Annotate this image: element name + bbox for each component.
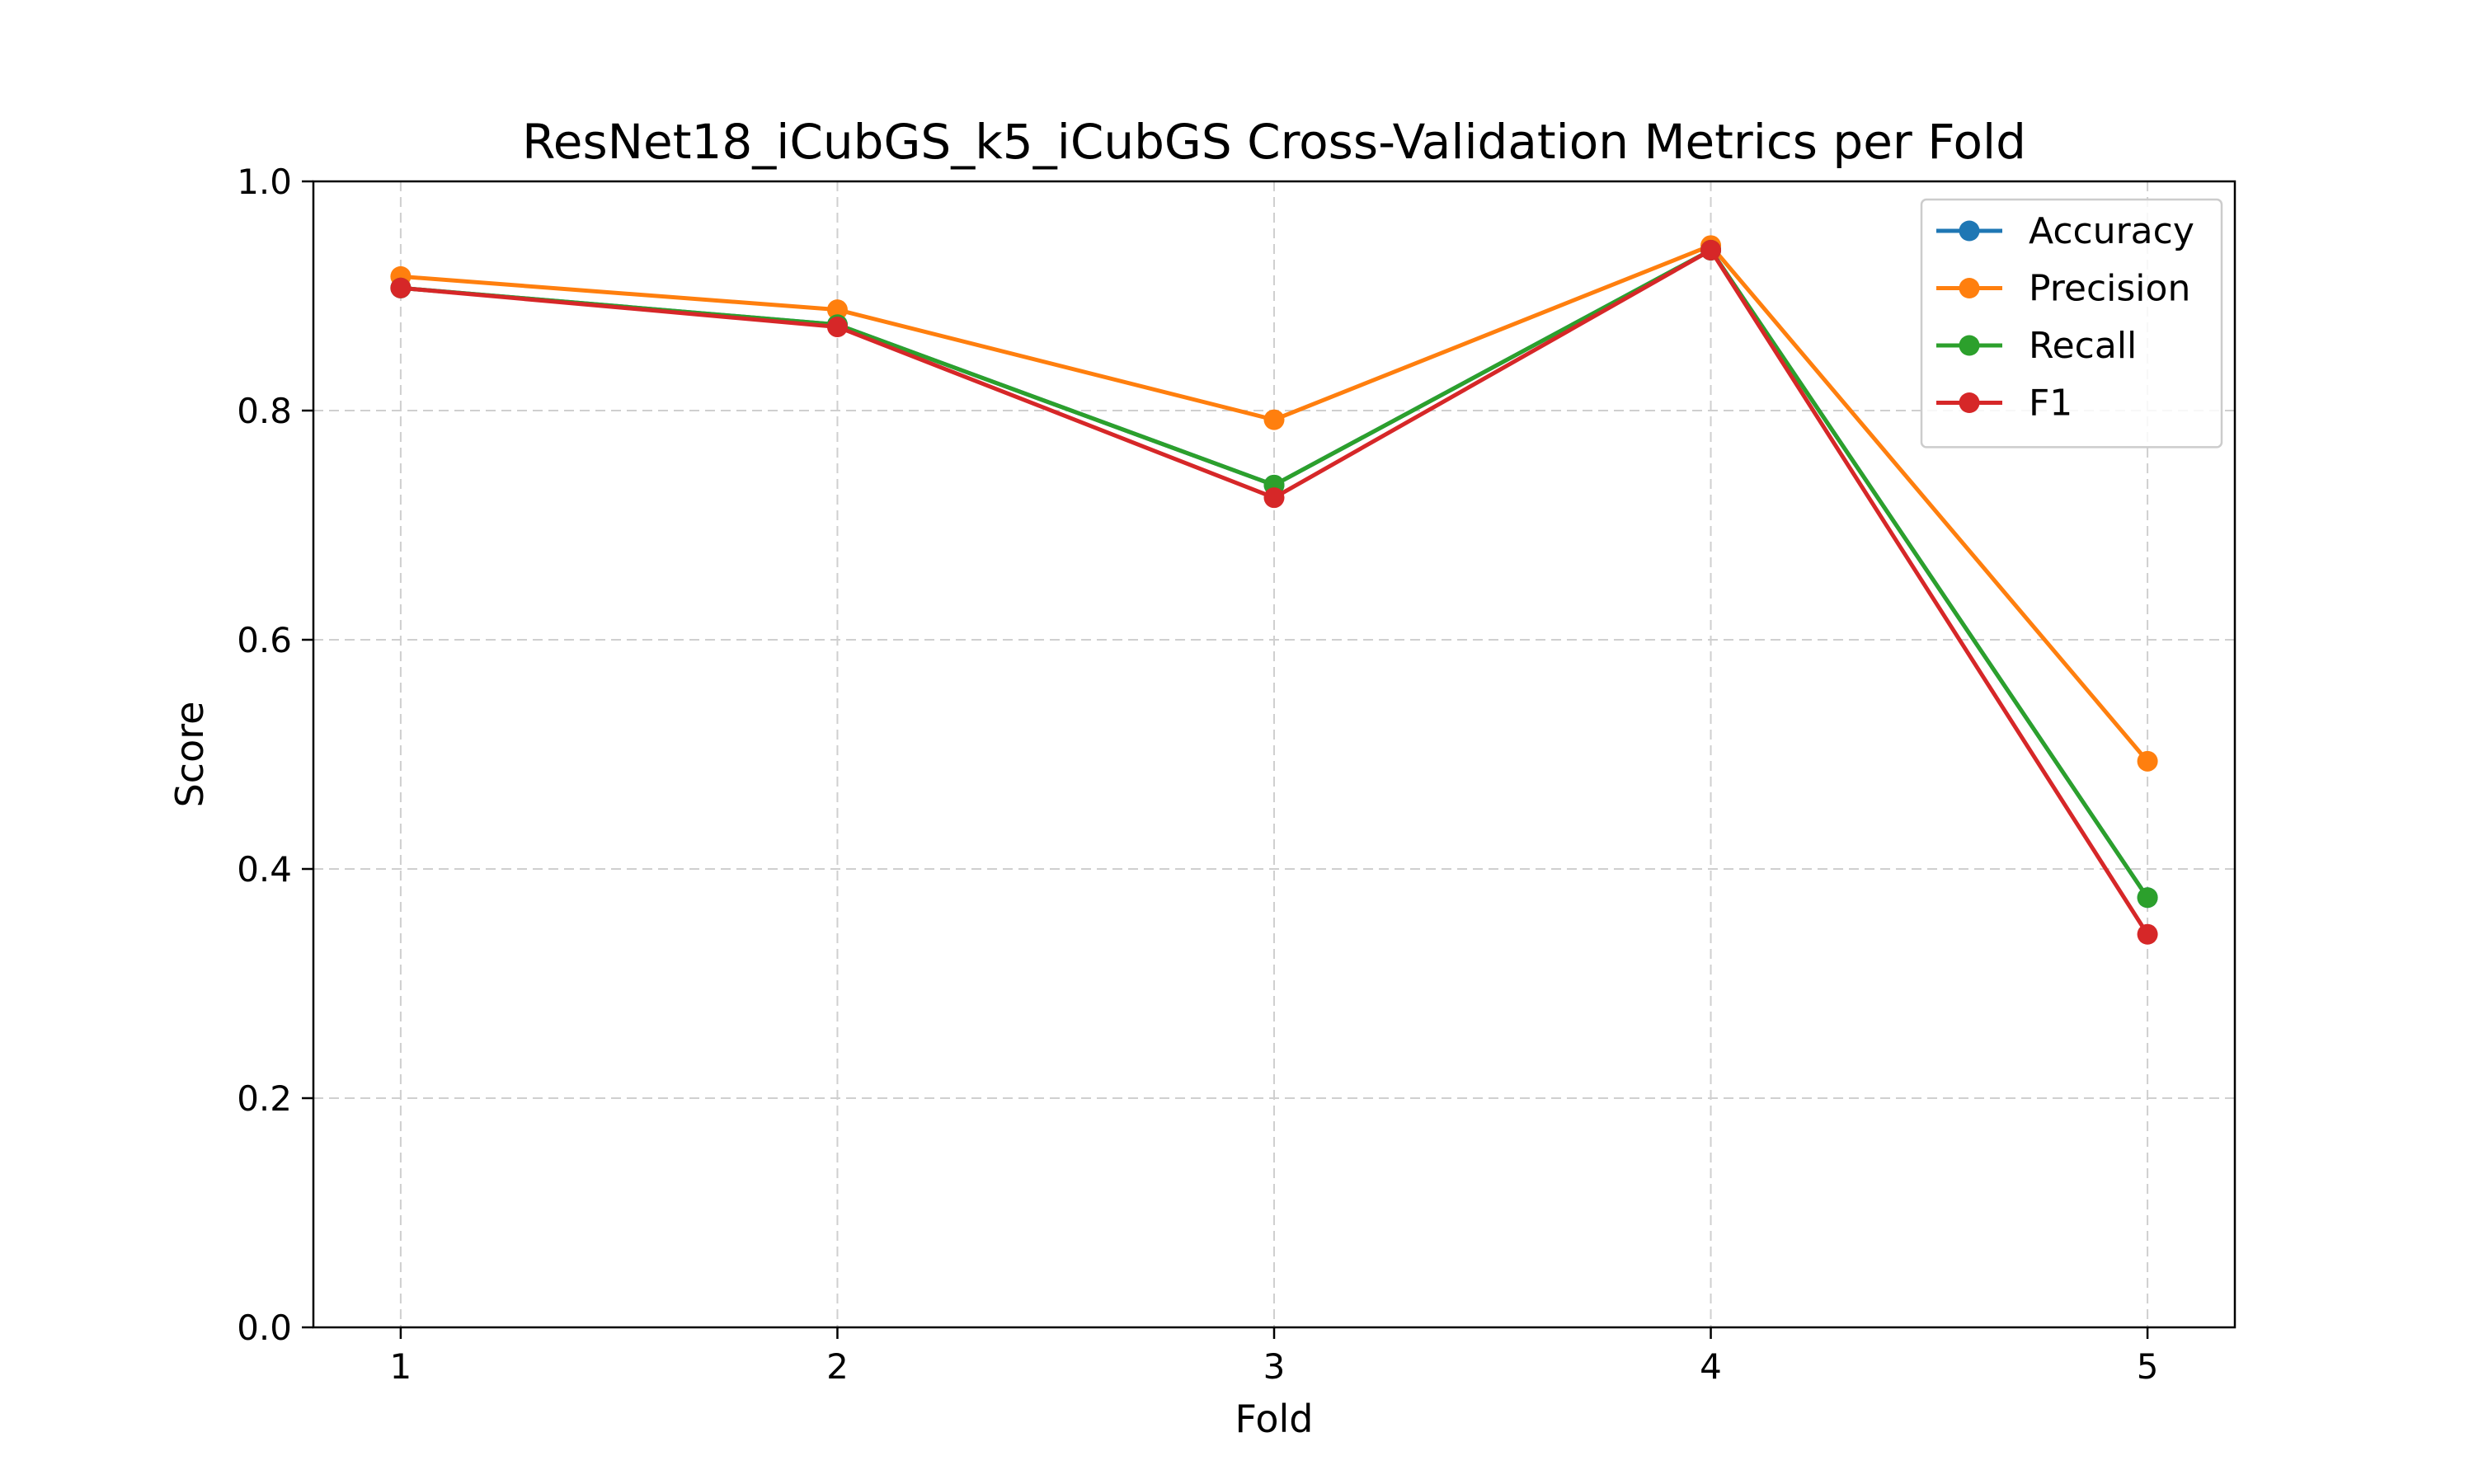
legend-marker-accuracy [1959, 220, 1980, 242]
legend-frame [1920, 198, 2223, 448]
series-group [390, 235, 2158, 945]
data-point-f1 [1700, 239, 1722, 261]
legend-label-recall: Recall [2029, 325, 2137, 367]
y-tick-label: 0.4 [237, 849, 292, 890]
legend-label-precision: Precision [2029, 268, 2190, 310]
data-point-recall [2137, 887, 2158, 909]
data-point-f1 [390, 277, 412, 298]
data-point-f1 [826, 317, 848, 338]
x-tick-label: 4 [1700, 1346, 1722, 1387]
data-point-f1 [1263, 487, 1285, 509]
x-axis-label: Fold [1235, 1397, 1314, 1441]
y-tick-label: 0.0 [237, 1308, 292, 1348]
data-point-precision [2137, 750, 2158, 772]
legend-item-recall: Recall [1936, 325, 2137, 367]
data-point-precision [826, 299, 848, 321]
legend-item-f1: F1 [1936, 383, 2072, 425]
x-tick-label: 5 [2137, 1346, 2159, 1387]
legend-item-precision: Precision [1936, 268, 2190, 310]
legend-label-accuracy: Accuracy [2029, 210, 2194, 252]
legend-marker-f1 [1959, 392, 1980, 413]
ticks: 1 2 3 4 5 0.0 0.2 0.4 0.6 0.8 1.0 [237, 162, 2158, 1387]
x-tick-label: 1 [390, 1346, 412, 1387]
legend-label-f1: F1 [2029, 383, 2072, 425]
chart-title: ResNet18_iCubGS_k5_iCubGS Cross-Validati… [522, 114, 2026, 170]
data-point-f1 [2137, 923, 2158, 945]
x-tick-label: 2 [826, 1346, 849, 1387]
y-tick-label: 0.2 [237, 1078, 292, 1119]
y-tick-label: 0.8 [237, 391, 292, 431]
series-f1 [390, 239, 2158, 945]
y-tick-label: 1.0 [237, 162, 292, 202]
legend: Accuracy Precision Recall F1 [1920, 198, 2223, 448]
data-point-precision [1263, 409, 1285, 430]
legend-marker-precision [1959, 278, 1980, 298]
x-tick-label: 3 [1263, 1346, 1286, 1387]
legend-item-accuracy: Accuracy [1936, 210, 2194, 252]
y-axis-label: Score [167, 702, 212, 808]
legend-marker-recall [1959, 335, 1980, 356]
y-tick-label: 0.6 [237, 620, 292, 660]
